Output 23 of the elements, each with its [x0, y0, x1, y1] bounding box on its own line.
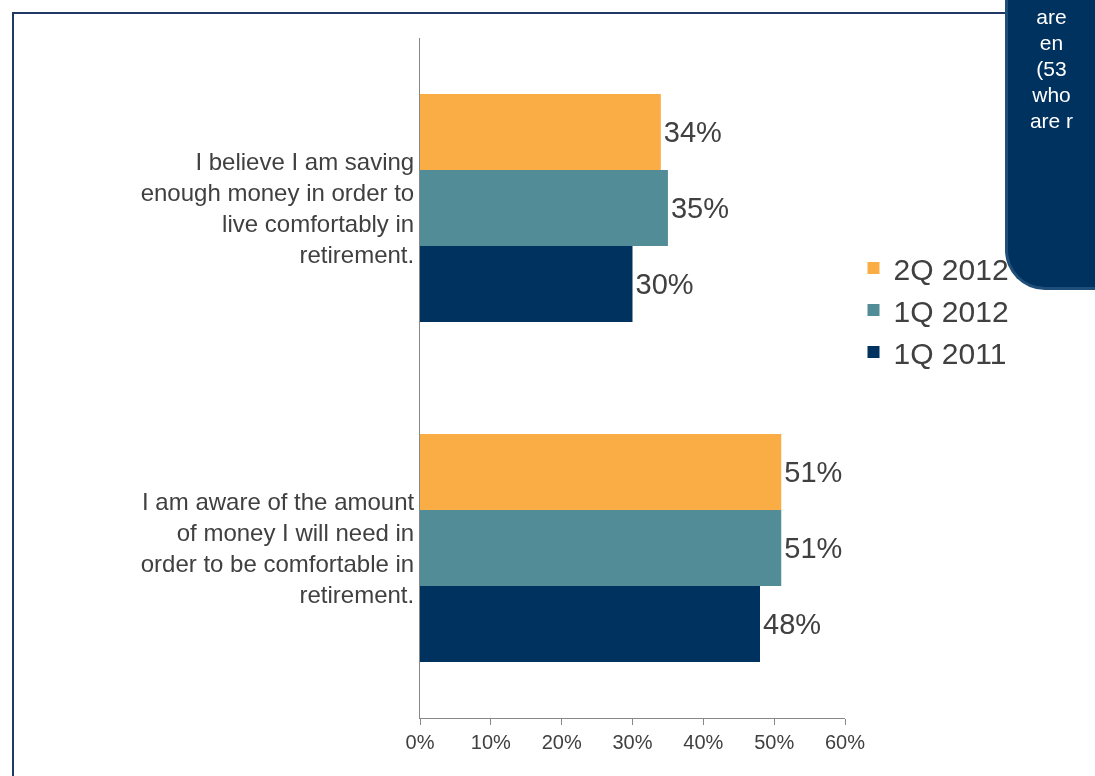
data-label: 48%	[763, 607, 822, 640]
x-tick-label: 50%	[754, 731, 795, 753]
bar	[420, 94, 661, 171]
bar	[420, 170, 668, 246]
data-label: 34%	[663, 116, 722, 149]
x-tick-label: 30%	[612, 731, 653, 753]
y-tick-label: I believe I am saving enough money in order to live comfortably in retirement.	[140, 147, 415, 269]
x-tick-label: 60%	[824, 731, 866, 753]
bar	[420, 510, 782, 586]
x-tick-label: 10%	[470, 731, 512, 753]
bar	[420, 434, 782, 511]
x-tick-label: 40%	[683, 731, 724, 753]
legend-label: 1Q 2011	[893, 336, 1007, 370]
bar	[420, 245, 633, 322]
data-label: 51%	[784, 456, 843, 489]
bar	[420, 585, 760, 662]
data-label: 30%	[635, 267, 694, 300]
data-label: 35%	[670, 192, 729, 224]
x-tick-label: 20%	[541, 731, 582, 753]
x-tick-label: 0%	[405, 731, 435, 753]
data-label: 51%	[784, 532, 843, 564]
legend-label: 1Q 2012	[893, 294, 1009, 328]
y-tick-label: I am aware of the amount of money I will need in order to be comfortable in retirement.	[140, 487, 415, 609]
